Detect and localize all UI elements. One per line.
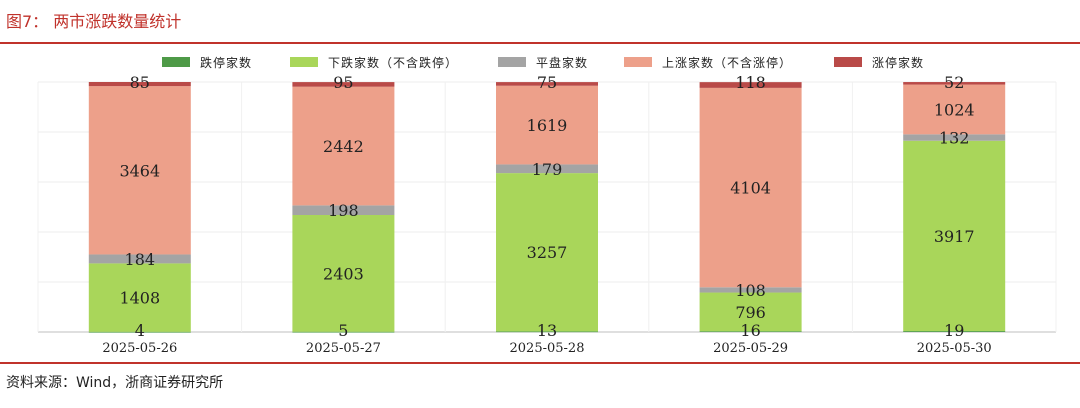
data-label: 52 [944, 73, 964, 92]
bar-segment [699, 331, 802, 333]
chart-bars [88, 82, 1006, 333]
bar-segment [292, 214, 395, 332]
bar-segment [903, 134, 1006, 141]
data-label: 1619 [527, 116, 568, 135]
bar-segment [496, 164, 598, 174]
data-label: 3917 [934, 227, 975, 246]
data-label: 2403 [323, 264, 364, 283]
data-label: 95 [333, 73, 353, 92]
bar-segment [699, 292, 802, 332]
data-label: 3257 [527, 243, 568, 262]
data-label: 19 [944, 321, 964, 340]
data-label: 5 [338, 321, 348, 340]
legend-label: 平盘家数 [536, 55, 588, 70]
x-tick-label: 2025-05-27 [306, 341, 381, 356]
data-label: 85 [130, 73, 150, 92]
x-tick-label: 2025-05-28 [510, 341, 585, 356]
bar-segment [88, 86, 191, 255]
figure-title: 图7： 两市涨跌数量统计 [6, 12, 182, 31]
chart-data-labels: 4140818434648552403198244295133257179161… [119, 73, 974, 340]
bar-segment [292, 205, 395, 215]
bar-segment [496, 173, 598, 332]
bar-segment [903, 140, 1006, 332]
bar-segment [292, 86, 395, 206]
bar-segment [903, 82, 1006, 85]
data-label: 132 [939, 129, 970, 148]
bar-segment [88, 331, 191, 333]
x-tick-label: 2025-05-29 [713, 341, 788, 356]
bar-segment [88, 254, 191, 264]
bar-segment [496, 82, 598, 86]
bar-segment [699, 87, 802, 288]
legend-label: 跌停家数 [200, 55, 252, 70]
data-label: 796 [735, 303, 766, 322]
legend-swatch [290, 57, 318, 67]
data-label: 1024 [934, 100, 975, 119]
legend-swatch [834, 57, 862, 67]
x-tick-label: 2025-05-26 [102, 341, 177, 356]
bottom-rule [0, 362, 1080, 364]
data-label: 75 [537, 73, 557, 92]
legend-swatch [162, 57, 190, 67]
source-note: 资料来源：Wind，浙商证券研究所 [6, 375, 224, 391]
legend-label: 下跌家数（不含跌停） [328, 55, 458, 70]
data-label: 184 [125, 250, 156, 269]
legend-label: 上涨家数（不含涨停） [662, 55, 792, 70]
data-label: 118 [735, 73, 766, 92]
data-label: 2442 [323, 137, 364, 156]
bar-segment [699, 287, 802, 293]
x-axis-ticks: 2025-05-26 2025-05-27 2025-05-28 2025-05-29… [102, 341, 991, 356]
legend-swatch [498, 57, 526, 67]
data-label: 1408 [119, 289, 160, 308]
bar-segment [88, 263, 191, 332]
bar-segment [903, 84, 1006, 135]
data-label: 13 [537, 321, 557, 340]
bar-segment [496, 85, 598, 165]
bar-segment [496, 331, 598, 333]
bar-segment [903, 331, 1006, 332]
data-label: 179 [532, 160, 563, 179]
chart-legend: 跌停家数 下跌家数（不含跌停） 平盘家数 上涨家数（不含涨停） 涨停家数 [162, 55, 924, 70]
bar-segment [699, 82, 802, 88]
x-tick-label: 2025-05-30 [917, 341, 992, 356]
top-rule [0, 42, 1080, 44]
data-label: 3464 [119, 161, 160, 180]
data-label: 108 [735, 281, 766, 300]
data-label: 4 [135, 321, 145, 340]
data-label: 4104 [730, 179, 771, 198]
bar-segment [292, 331, 395, 333]
legend-label: 涨停家数 [872, 55, 924, 70]
legend-swatch [624, 57, 652, 67]
data-label: 198 [328, 201, 359, 220]
bar-segment [88, 82, 191, 87]
stacked-bar-chart: 跌停家数 下跌家数（不含跌停） 平盘家数 上涨家数（不含涨停） 涨停家数 4 1408 18… [37, 55, 1057, 356]
data-label: 16 [740, 321, 760, 340]
bar-segment [292, 82, 395, 87]
